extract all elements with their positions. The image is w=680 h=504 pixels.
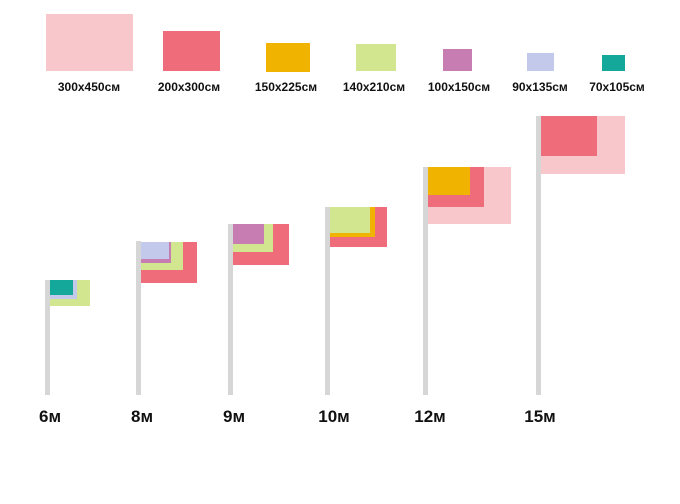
pole-height-label: 8м bbox=[130, 407, 154, 426]
flag-90x135 bbox=[141, 242, 169, 259]
flagpole bbox=[325, 207, 330, 395]
flagpole bbox=[423, 167, 428, 395]
legend-swatch-140x210 bbox=[356, 44, 396, 71]
pole-height-label: 15м bbox=[524, 407, 556, 426]
legend-label-150x225: 150x225см bbox=[254, 80, 318, 94]
flag-140x210 bbox=[330, 207, 370, 233]
pole-height-label: 12м bbox=[414, 407, 446, 426]
legend-swatch-300x450 bbox=[46, 14, 133, 71]
flagpole bbox=[136, 241, 141, 395]
legend-swatch-150x225 bbox=[266, 43, 310, 72]
flag-150x225 bbox=[428, 167, 470, 195]
flag-70x105 bbox=[50, 280, 73, 295]
flag-200x300 bbox=[541, 116, 597, 156]
legend-swatch-90x135 bbox=[527, 53, 554, 71]
legend-swatch-100x150 bbox=[443, 49, 472, 71]
legend-label-70x105: 70x105см bbox=[589, 80, 645, 94]
legend-label-90x135: 90x135см bbox=[512, 80, 568, 94]
legend-swatch-70x105 bbox=[602, 55, 625, 71]
flagpole bbox=[45, 280, 50, 395]
flag-100x150 bbox=[233, 224, 264, 244]
flagpole bbox=[536, 116, 541, 395]
pole-height-label: 9м bbox=[222, 407, 246, 426]
legend-label-100x150: 100x150см bbox=[427, 80, 491, 94]
legend-label-140x210: 140x210см bbox=[342, 80, 406, 94]
pole-height-label: 10м bbox=[318, 407, 350, 426]
pole-height-label: 6м bbox=[38, 407, 62, 426]
legend-swatch-200x300 bbox=[163, 31, 220, 71]
legend-label-300x450: 300x450см bbox=[57, 80, 121, 94]
flagpole bbox=[228, 224, 233, 395]
legend-label-200x300: 200x300см bbox=[157, 80, 221, 94]
